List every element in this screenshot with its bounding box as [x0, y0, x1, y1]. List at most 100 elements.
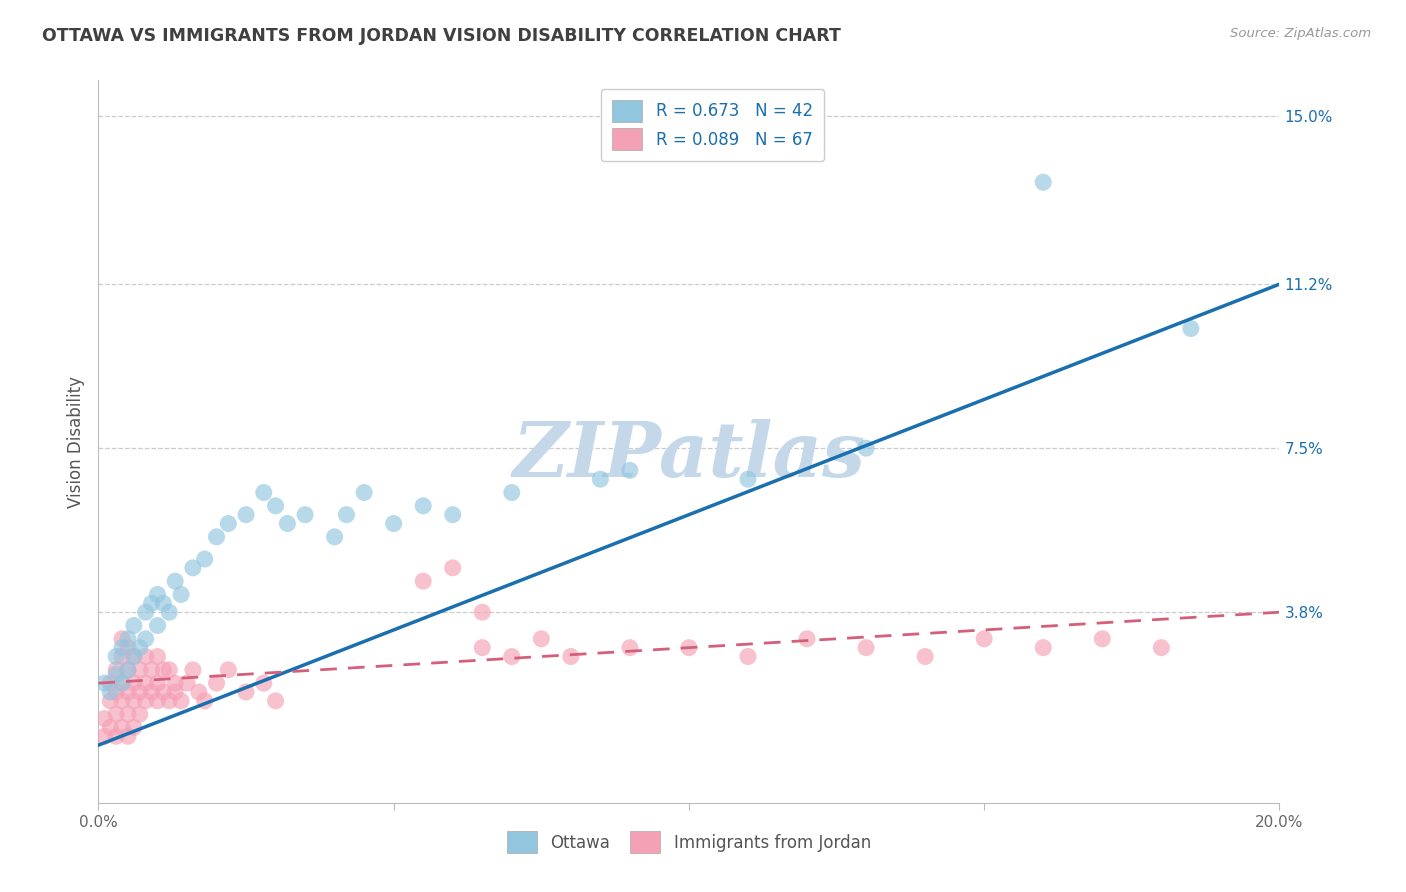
- Point: [441, 561, 464, 575]
- Point: [217, 663, 239, 677]
- Point: [105, 707, 128, 722]
- Point: [128, 707, 150, 722]
- Point: [135, 676, 157, 690]
- Point: [501, 649, 523, 664]
- Point: [135, 694, 157, 708]
- Point: [471, 640, 494, 655]
- Point: [217, 516, 239, 531]
- Point: [146, 587, 169, 601]
- Point: [135, 632, 157, 646]
- Point: [678, 640, 700, 655]
- Point: [323, 530, 346, 544]
- Point: [105, 685, 128, 699]
- Point: [170, 587, 193, 601]
- Point: [141, 663, 163, 677]
- Point: [335, 508, 357, 522]
- Point: [530, 632, 553, 646]
- Point: [98, 694, 121, 708]
- Point: [737, 649, 759, 664]
- Point: [117, 640, 139, 655]
- Point: [157, 694, 180, 708]
- Point: [146, 649, 169, 664]
- Point: [105, 729, 128, 743]
- Point: [382, 516, 405, 531]
- Point: [205, 676, 228, 690]
- Point: [98, 676, 121, 690]
- Point: [194, 694, 217, 708]
- Point: [152, 596, 174, 610]
- Point: [152, 663, 174, 677]
- Point: [187, 685, 209, 699]
- Point: [1180, 321, 1202, 335]
- Point: [412, 574, 434, 589]
- Point: [176, 676, 198, 690]
- Point: [560, 649, 582, 664]
- Point: [117, 685, 139, 699]
- Point: [111, 632, 134, 646]
- Point: [264, 694, 287, 708]
- Point: [111, 694, 134, 708]
- Point: [146, 618, 169, 632]
- Point: [122, 649, 145, 664]
- Point: [796, 632, 818, 646]
- Point: [93, 729, 115, 743]
- Point: [165, 676, 187, 690]
- Point: [855, 640, 877, 655]
- Point: [253, 676, 276, 690]
- Text: ZIPatlas: ZIPatlas: [512, 419, 866, 493]
- Point: [128, 640, 150, 655]
- Point: [122, 694, 145, 708]
- Point: [105, 649, 128, 664]
- Point: [181, 561, 204, 575]
- Point: [1150, 640, 1173, 655]
- Point: [157, 605, 180, 619]
- Point: [914, 649, 936, 664]
- Text: Source: ZipAtlas.com: Source: ZipAtlas.com: [1230, 27, 1371, 40]
- Point: [93, 676, 115, 690]
- Point: [165, 574, 187, 589]
- Point: [141, 685, 163, 699]
- Point: [276, 516, 298, 531]
- Point: [122, 649, 145, 664]
- Point: [93, 712, 115, 726]
- Point: [117, 632, 139, 646]
- Point: [111, 676, 134, 690]
- Point: [105, 663, 128, 677]
- Legend: Ottawa, Immigrants from Jordan: Ottawa, Immigrants from Jordan: [501, 825, 877, 860]
- Point: [194, 552, 217, 566]
- Point: [412, 499, 434, 513]
- Point: [157, 663, 180, 677]
- Point: [122, 618, 145, 632]
- Point: [146, 694, 169, 708]
- Point: [235, 685, 257, 699]
- Point: [737, 472, 759, 486]
- Point: [1032, 640, 1054, 655]
- Point: [141, 596, 163, 610]
- Point: [128, 685, 150, 699]
- Point: [117, 663, 139, 677]
- Point: [471, 605, 494, 619]
- Text: OTTAWA VS IMMIGRANTS FROM JORDAN VISION DISABILITY CORRELATION CHART: OTTAWA VS IMMIGRANTS FROM JORDAN VISION …: [42, 27, 841, 45]
- Point: [111, 676, 134, 690]
- Point: [264, 499, 287, 513]
- Point: [111, 640, 134, 655]
- Point: [235, 508, 257, 522]
- Point: [122, 676, 145, 690]
- Point: [111, 649, 134, 664]
- Point: [1032, 175, 1054, 189]
- Point: [122, 721, 145, 735]
- Point: [441, 508, 464, 522]
- Point: [501, 485, 523, 500]
- Point: [135, 605, 157, 619]
- Point: [98, 685, 121, 699]
- Point: [619, 640, 641, 655]
- Point: [117, 707, 139, 722]
- Point: [973, 632, 995, 646]
- Point: [589, 472, 612, 486]
- Point: [152, 685, 174, 699]
- Point: [135, 649, 157, 664]
- Point: [1091, 632, 1114, 646]
- Point: [253, 485, 276, 500]
- Point: [353, 485, 375, 500]
- Point: [98, 721, 121, 735]
